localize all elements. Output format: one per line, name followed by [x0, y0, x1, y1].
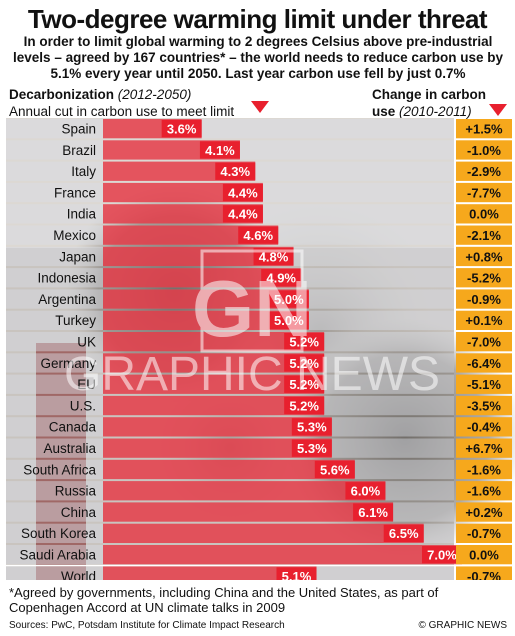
data-label: 7.0% [427, 548, 457, 563]
change-value: -2.9% [467, 164, 501, 179]
category-label: World [61, 569, 96, 580]
chart-row: Spain 3.6% +1.5% [6, 119, 512, 138]
chart-row: Saudi Arabia 7.0% 0.0% [6, 545, 512, 564]
data-label: 5.3% [297, 441, 327, 456]
chart-row: India 4.4% 0.0% [6, 204, 512, 223]
change-value: -1.0% [467, 143, 501, 158]
category-label: South Africa [23, 462, 96, 477]
data-label: 6.5% [389, 526, 419, 541]
category-label: Japan [59, 249, 96, 264]
category-label: France [54, 185, 96, 200]
chart-row: France 4.4% -7.7% [6, 183, 512, 202]
category-label: Spain [61, 122, 96, 137]
chart-row: World 5.1% -0.7% [6, 566, 512, 580]
change-value: +0.8% [465, 249, 503, 264]
decarbonization-marker-icon [250, 100, 270, 114]
data-label: 6.0% [351, 484, 381, 499]
change-value: +0.1% [465, 313, 503, 328]
chart-row: Australia 5.3% +6.7% [6, 439, 512, 458]
data-label: 6.1% [358, 505, 388, 520]
data-label: 3.6% [167, 122, 197, 137]
change-value: -2.1% [467, 228, 501, 243]
decarbonization-header: Decarbonization (2012-2050) Annual cut i… [9, 86, 349, 120]
data-label: 4.4% [228, 207, 258, 222]
category-label: Mexico [53, 228, 96, 243]
change-value: -0.4% [467, 420, 501, 435]
watermark-text: GRAPHIC NEWS [64, 348, 440, 401]
change-value: +1.5% [465, 122, 503, 137]
category-label: Indonesia [37, 271, 96, 286]
decarbonization-period: (2012-2050) [118, 87, 192, 102]
chart-row: China 6.1% +0.2% [6, 502, 512, 521]
category-label: Italy [71, 164, 96, 179]
change-value: -0.7% [467, 569, 501, 580]
change-value: -1.6% [467, 484, 501, 499]
change-value: -5.2% [467, 271, 501, 286]
category-label: Australia [43, 441, 96, 456]
category-label: Canada [49, 420, 97, 435]
data-label: 5.6% [320, 462, 350, 477]
change-marker-icon [488, 103, 508, 117]
chart-row: Italy 4.3% -2.9% [6, 162, 512, 181]
category-label: India [67, 207, 97, 222]
change-value: -1.6% [467, 462, 501, 477]
chart-row: Brazil 4.1% -1.0% [6, 140, 512, 159]
change-value: +0.2% [465, 505, 503, 520]
footnote: *Agreed by governments, including China … [9, 585, 449, 615]
category-label: Brazil [62, 143, 96, 158]
category-label: Turkey [55, 313, 96, 328]
change-value: -3.5% [467, 398, 501, 413]
bar [103, 545, 462, 564]
data-label: 4.6% [243, 228, 273, 243]
decarbonization-title: Decarbonization [9, 87, 114, 102]
chart-row: South Africa 5.6% -1.6% [6, 460, 512, 479]
change-value: -7.0% [467, 335, 501, 350]
chart-row: Russia 6.0% -1.6% [6, 481, 512, 500]
category-label: China [61, 505, 97, 520]
credit: © GRAPHIC NEWS [419, 620, 508, 631]
decarbonization-subtitle: Annual cut in carbon use to meet limit [9, 104, 234, 119]
change-period: (2010-2011) [399, 104, 472, 119]
change-value: -0.7% [467, 526, 501, 541]
change-value: 0.0% [469, 548, 499, 563]
change-value: -0.9% [467, 292, 501, 307]
data-label: 4.3% [220, 164, 250, 179]
bar [103, 502, 393, 521]
change-value: -7.7% [467, 185, 501, 200]
change-value: -6.4% [467, 356, 501, 371]
chart-row: Canada 5.3% -0.4% [6, 417, 512, 436]
page-subtitle: In order to limit global warming to 2 de… [8, 34, 508, 82]
decarbonization-chart: Spain 3.6% +1.5% Brazil 4.1% -1.0% Italy 4.3% -2… [0, 118, 515, 580]
data-label: 4.4% [228, 185, 258, 200]
sources: Sources: PwC, Potsdam Institute for Clim… [9, 620, 285, 631]
change-value: +6.7% [465, 441, 503, 456]
page-title: Two-degree warming limit under threat [0, 4, 515, 35]
chart-row: Mexico 4.6% -2.1% [6, 226, 512, 245]
category-label: Russia [55, 484, 97, 499]
category-label: Argentina [38, 292, 96, 307]
bar [103, 524, 424, 543]
data-label: 5.1% [282, 569, 312, 580]
data-label: 5.3% [297, 420, 327, 435]
category-label: Saudi Arabia [19, 548, 96, 563]
change-value: -5.1% [467, 377, 501, 392]
category-label: South Korea [21, 526, 97, 541]
bar [103, 481, 385, 500]
chart-row: South Korea 6.5% -0.7% [6, 524, 512, 543]
watermark-logo: GN [192, 264, 312, 353]
world-divider [6, 565, 512, 567]
data-label: 4.1% [205, 143, 235, 158]
change-value: 0.0% [469, 207, 499, 222]
